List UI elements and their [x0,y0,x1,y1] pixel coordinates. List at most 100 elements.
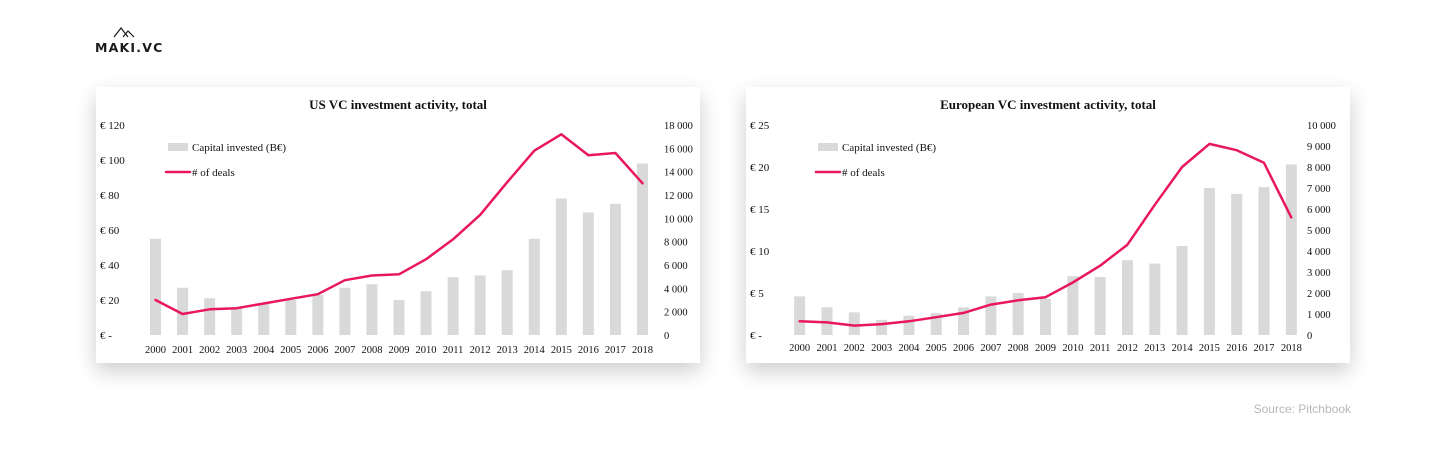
right-tick-label: 2 000 [664,308,688,319]
bar-2001 [177,287,189,335]
bar-2010 [1067,276,1079,335]
bar-2018 [1285,164,1297,335]
right-tick-label: 8 000 [1307,163,1331,174]
x-tick-label: 2000 [145,345,166,356]
x-tick-label: 2014 [1172,343,1194,354]
x-tick-label: 2017 [1254,343,1275,354]
x-tick-label: 2003 [226,345,247,356]
left-tick-label: € 20 [100,295,120,307]
bar-2008 [366,284,378,335]
european-vc-chart-plot: € - € 5 € 10 € 15 € 20 € 25 0 1 000 2 000 3 000 4 … [750,120,1336,354]
right-tick-label: 4 000 [664,284,688,295]
source-note: Source: Pitchbook [1253,402,1351,416]
right-tick-label: 10 000 [664,214,693,225]
x-tick-label: 2007 [980,343,1001,354]
x-tick-label: 2010 [416,345,437,356]
us-vc-chart: US VC investment activity, total € - € 20… [96,87,700,363]
left-tick-label: € 5 [750,288,764,300]
bar-2014 [1176,245,1188,335]
maki-roof-icon [113,27,135,38]
x-tick-label: 2016 [1226,343,1247,354]
x-tick-label: 2010 [1062,343,1083,354]
right-tick-label: 18 000 [664,121,693,132]
bar-2012 [1121,260,1133,335]
bar-2015 [1203,188,1215,335]
x-tick-label: 2014 [524,345,546,356]
left-tick-label: € 80 [100,190,120,202]
right-tick-label: 0 [1307,331,1312,342]
right-tick-label: 1 000 [1307,310,1331,321]
bar-2014 [528,238,540,335]
left-tick-label: € 10 [750,246,770,258]
bar-2004 [903,315,915,335]
bar-2009 [393,300,405,335]
left-tick-label: € 100 [100,155,125,167]
x-tick-label: 2012 [470,345,491,356]
x-tick-label: 2000 [789,343,810,354]
right-tick-label: 3 000 [1307,268,1331,279]
deals-line [154,133,644,316]
legend-bar-swatch [818,143,838,151]
x-tick-label: 2004 [253,345,275,356]
x-tick-label: 2012 [1117,343,1138,354]
bar-2000 [794,296,806,335]
x-tick-label: 2009 [389,345,410,356]
x-tick-label: 2005 [926,343,947,354]
bar-2005 [930,313,942,335]
right-tick-label: 14 000 [664,168,693,179]
x-tick-label: 2001 [816,343,837,354]
legend-bar-label: Capital invested (B€) [192,142,286,154]
bar-2007 [339,287,351,335]
maki-logo[interactable]: MAKI.VC [95,26,175,62]
x-tick-label: 2001 [172,345,193,356]
chart-title: European VC investment activity, total [940,97,1156,112]
right-tick-label: 9 000 [1307,142,1331,153]
x-tick-label: 2008 [1008,343,1029,354]
left-tick-label: € 60 [100,225,120,237]
x-tick-label: 2006 [307,345,328,356]
bar-2018 [636,163,648,335]
bar-2004 [258,303,270,335]
legend-line-label: # of deals [842,167,885,179]
x-tick-label: 2016 [578,345,599,356]
bar-2015 [555,198,567,335]
bar-2013 [1149,263,1161,335]
x-tick-label: 2009 [1035,343,1056,354]
right-tick-label: 6 000 [664,261,688,272]
x-tick-label: 2015 [551,345,572,356]
bar-2016 [1231,193,1243,335]
x-tick-label: 2015 [1199,343,1220,354]
x-tick-label: 2011 [443,345,464,356]
right-tick-label: 8 000 [664,238,688,249]
bar-2011 [447,277,459,335]
right-tick-label: 5 000 [1307,226,1331,237]
legend-line-label: # of deals [192,167,235,179]
x-tick-label: 2018 [632,345,653,356]
x-tick-label: 2013 [1144,343,1165,354]
x-tick-label: 2002 [844,343,865,354]
left-tick-label: € 20 [750,162,770,174]
right-tick-label: 0 [664,331,669,342]
european-vc-chart: European VC investment activity, total €… [746,87,1350,363]
bar-2016 [582,212,594,335]
bar-2008 [1012,293,1024,335]
bar-2011 [1094,277,1106,335]
bar-2013 [501,270,513,335]
bar-2009 [1040,298,1051,335]
bar-2006 [312,294,324,335]
bar-2000 [150,238,162,335]
bar-2003 [231,307,243,335]
left-tick-label: € - [750,330,762,342]
legend-bar-label: Capital invested (B€) [842,142,936,154]
chart-title: US VC investment activity, total [309,97,487,112]
right-tick-label: 7 000 [1307,184,1331,195]
bar-2006 [958,307,970,335]
x-tick-label: 2011 [1090,343,1111,354]
x-tick-label: 2002 [199,345,220,356]
x-tick-label: 2004 [898,343,920,354]
legend-bar-swatch [168,143,188,151]
x-tick-label: 2018 [1281,343,1302,354]
left-tick-label: € 120 [100,120,125,132]
x-tick-label: 2007 [334,345,355,356]
us-vc-chart-plot: € - € 20 € 40 € 60 € 80 € 100 € 120 0 2 000 4 000… [100,120,693,356]
